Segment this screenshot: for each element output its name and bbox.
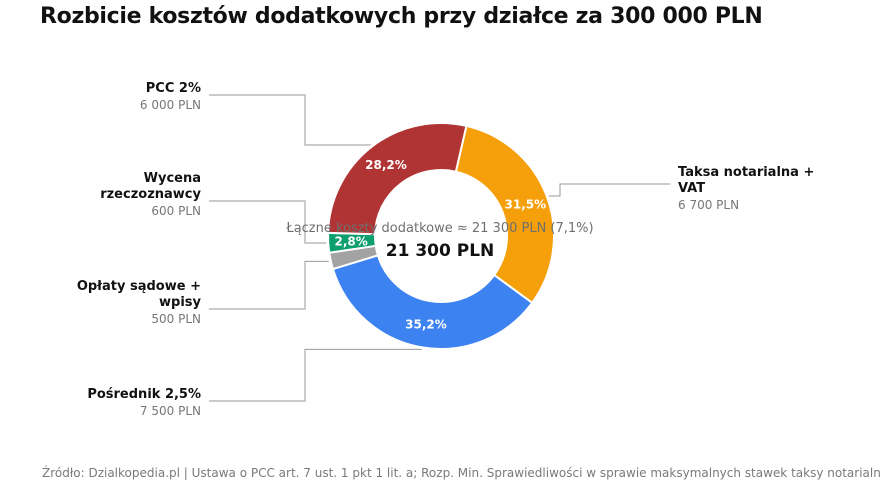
label-title: Taksa notarialna +	[678, 165, 814, 180]
label-value: 600 PLN	[151, 204, 201, 218]
pct-label-wycena-rzeczoznawcy: 2,8%	[335, 234, 368, 248]
pct-label-pcc-2: 28,2%	[365, 158, 407, 172]
label-oplaty-sadowe-wpisy: Opłaty sądowe +wpisy 500 PLN	[77, 279, 202, 326]
label-value: 6 700 PLN	[678, 198, 739, 212]
label-title: Wycena	[144, 171, 201, 186]
label-title: VAT	[678, 181, 705, 196]
chart-title: Rozbicie kosztów dodatkowych przy działc…	[40, 4, 763, 29]
leader-line-pcc-2	[209, 94, 371, 146]
pct-label-taksa-notarialna-vat: 31,5%	[505, 198, 547, 212]
pct-label-posrednik-2-5: 35,2%	[405, 318, 447, 332]
center-subtitle: Łączne koszty dodatkowe ≈ 21 300 PLN (7,…	[285, 221, 593, 236]
label-title: Opłaty sądowe +	[77, 279, 201, 294]
leader-line-posrednik-2-5	[209, 348, 422, 402]
percent-labels: 31,5% 35,2% 2,8% 28,2%	[335, 158, 547, 332]
leader-line-taksa-notarialna-vat	[548, 183, 670, 197]
leader-line-oplaty-sadowe-wpisy	[209, 260, 329, 310]
leader-line-wycena-rzeczoznawcy	[209, 200, 327, 244]
label-title: rzeczoznawcy	[100, 187, 201, 202]
source-note: Źródło: Dzialkopedia.pl | Ustawa o PCC a…	[42, 466, 880, 480]
label-value: 7 500 PLN	[140, 404, 201, 418]
slice-taksa-notarialna-vat	[454, 124, 555, 305]
slice-posrednik-2-5	[331, 254, 534, 350]
label-title: Pośrednik 2,5%	[87, 387, 201, 402]
label-value: 6 000 PLN	[140, 98, 201, 112]
center-total: 21 300 PLN	[386, 241, 495, 261]
label-title: wpisy	[159, 295, 202, 310]
slice-labels: Taksa notarialna +VAT 6 700 PLN Pośrednik …	[77, 81, 815, 418]
donut-slices	[327, 122, 555, 350]
label-taksa-notarialna-vat: Taksa notarialna +VAT 6 700 PLN	[678, 165, 814, 212]
leader-lines	[209, 94, 670, 402]
label-title: PCC 2%	[146, 81, 201, 96]
slice-pcc-2	[327, 122, 468, 236]
label-value: 500 PLN	[151, 312, 201, 326]
label-posrednik-2-5: Pośrednik 2,5% 7 500 PLN	[87, 387, 201, 418]
label-pcc-2: PCC 2% 6 000 PLN	[140, 81, 201, 112]
